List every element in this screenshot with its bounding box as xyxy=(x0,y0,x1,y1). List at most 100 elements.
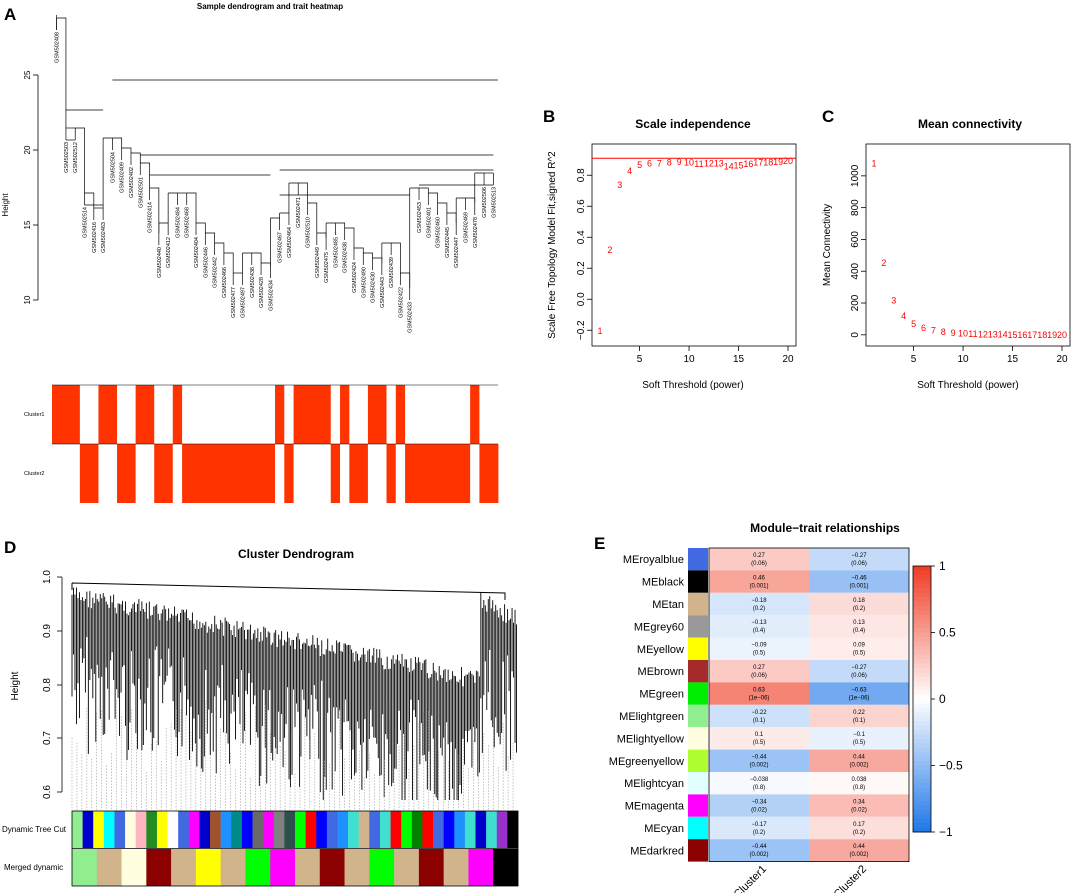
colorbar-step xyxy=(913,765,931,771)
trait-cell-cluster2 xyxy=(451,444,462,503)
dynamic-tree-cut-segment xyxy=(316,811,328,848)
panel-c-point-label: 18 xyxy=(1037,330,1047,340)
panel-c-point-label: 19 xyxy=(1047,330,1057,340)
colorbar-step xyxy=(913,725,931,731)
panel-c-point-label: 4 xyxy=(901,311,906,321)
sample-label: GSM502513 xyxy=(491,187,497,218)
trait-cell-cluster1 xyxy=(70,385,81,444)
sample-label: GSM502466 xyxy=(222,267,228,298)
sample-label: GSM502485 xyxy=(333,237,339,268)
panel-b-point-label: 4 xyxy=(627,166,632,176)
panel-d: D Cluster Dendrogram Height 0.6 0.7 0.8 … xyxy=(2,538,519,887)
panel-c-point-label: 17 xyxy=(1027,330,1037,340)
merged-dynamic-segment xyxy=(394,849,420,886)
sample-label: GSM502449 xyxy=(315,247,321,278)
cell-pvalue: (0.1) xyxy=(853,718,865,724)
cell-pvalue: (0.002) xyxy=(749,852,768,858)
dendro-branch xyxy=(409,187,420,288)
cell-correlation: −0.34 xyxy=(751,799,767,805)
merged-dynamic-segment xyxy=(319,849,345,886)
module-color-swatch xyxy=(688,637,708,660)
trait-label-cluster1: Cluster1 xyxy=(24,412,44,418)
trait-cell-cluster1 xyxy=(200,385,211,444)
trait-cell-cluster1 xyxy=(302,385,313,444)
panel-b-point-label: 1 xyxy=(597,326,602,336)
module-color-swatch xyxy=(688,816,708,840)
dynamic-tree-cut-segment xyxy=(199,811,211,848)
sample-label: GSM502439 xyxy=(389,257,395,288)
panel-e-title: Module−trait relationships xyxy=(750,521,900,535)
trait-cell-cluster1 xyxy=(191,385,202,444)
cell-pvalue: (0.5) xyxy=(753,740,765,746)
cell-pvalue: (0.02) xyxy=(851,807,867,813)
module-label: MEdarkred xyxy=(630,845,684,857)
colorbar-step xyxy=(913,650,931,656)
heatmap-cell xyxy=(709,592,809,616)
dendro-branch xyxy=(112,137,123,148)
dendro-branch xyxy=(251,252,262,263)
cell-correlation: 0.09 xyxy=(853,643,865,649)
dynamic-tree-cut-segment xyxy=(390,811,402,848)
cell-pvalue: (0.8) xyxy=(853,785,865,791)
trait-cell-cluster1 xyxy=(367,385,378,444)
sample-label: GSM502469 xyxy=(463,212,469,243)
cell-correlation: −0.27 xyxy=(851,665,867,671)
trait-cell-cluster2 xyxy=(284,444,294,503)
panel-b-ylabel: Scale Free Topology Model Fit,signed R^2 xyxy=(547,151,558,339)
cell-pvalue: (0.06) xyxy=(851,561,867,567)
heatmap-cell xyxy=(709,727,809,750)
sample-label: GSM502416 xyxy=(92,222,98,253)
cell-pvalue: (0.001) xyxy=(849,583,868,589)
trait-cell-cluster1 xyxy=(265,385,276,444)
dendro-branch xyxy=(130,152,141,163)
sample-label: GSM502402 xyxy=(129,167,135,198)
sample-label: GSM502422 xyxy=(398,287,404,318)
colorbar-step xyxy=(913,605,931,611)
sample-label: GSM502433 xyxy=(408,302,414,333)
cell-pvalue: (0.001) xyxy=(749,583,768,589)
module-label: MEgrey60 xyxy=(634,621,684,633)
dendro-branch xyxy=(102,137,113,208)
panel-e: E Module−trait relationships MEroyalblue… xyxy=(594,521,963,893)
dynamic-tree-cut-segment xyxy=(411,811,423,848)
trait-cell-cluster2 xyxy=(358,444,369,503)
heatmap-cell xyxy=(809,749,909,772)
trait-cell-cluster2 xyxy=(182,444,192,503)
cell-correlation: 0.038 xyxy=(851,777,867,783)
panel-d-ytick: 1.0 xyxy=(42,570,53,584)
trait-cell-cluster2 xyxy=(377,444,387,503)
dynamic-tree-cut-segment xyxy=(326,811,338,848)
trait-cell-cluster2 xyxy=(395,444,406,503)
cell-pvalue: (0.002) xyxy=(849,852,868,858)
trait-cell-cluster2 xyxy=(265,444,276,503)
panel-b-point-label: 16 xyxy=(743,159,753,169)
colorbar-step xyxy=(913,566,931,571)
dendro-branch xyxy=(372,257,383,263)
heatmap-cell xyxy=(709,548,809,571)
panel-b: B Scale independence Soft Threshold (pow… xyxy=(543,107,797,391)
dendro-branch xyxy=(474,172,485,203)
panel-c-point-label: 7 xyxy=(931,326,936,336)
trait-cell-cluster1 xyxy=(330,385,341,444)
module-label: MEroyalblue xyxy=(623,554,684,566)
colorbar-step xyxy=(913,592,931,598)
dendro-branch xyxy=(381,242,392,263)
dendro-branch xyxy=(158,222,169,233)
dendro-branch xyxy=(298,182,308,203)
trait-cell-cluster1 xyxy=(107,385,118,444)
module-color-swatch xyxy=(688,548,708,571)
sample-label: GSM502446 xyxy=(203,247,209,278)
panel-a-title: Sample dendrogram and trait heatmap xyxy=(197,2,343,11)
sample-label: GSM502412 xyxy=(166,237,172,268)
sample-label: GSM502497 xyxy=(240,287,246,318)
cell-correlation: 0.27 xyxy=(753,665,765,671)
panel-d-ylabel: Height xyxy=(10,671,21,700)
panel-c-point-label: 5 xyxy=(911,319,916,329)
trait-cell-cluster1 xyxy=(237,385,248,444)
trait-cell-cluster2 xyxy=(144,444,155,503)
trait-heatmap xyxy=(52,385,499,503)
heatmap-cell xyxy=(709,570,809,593)
